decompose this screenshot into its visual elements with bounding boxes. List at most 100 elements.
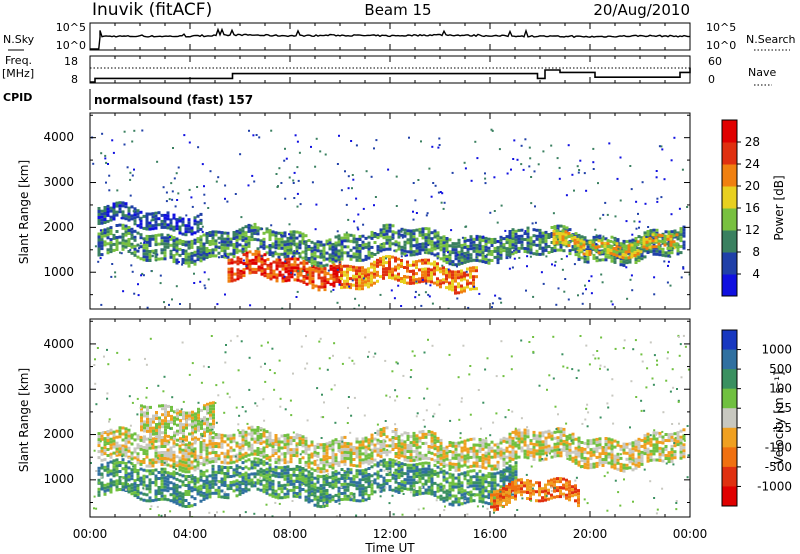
heatmap-cell [245, 254, 249, 258]
heatmap-cell [127, 460, 131, 464]
heatmap-cell [567, 235, 571, 238]
heatmap-cell [447, 268, 450, 271]
heatmap-cell [499, 247, 503, 251]
heatmap-cell [202, 494, 206, 498]
heatmap-cell [343, 441, 347, 445]
heatmap-cell [145, 487, 149, 491]
heatmap-cell [181, 258, 185, 261]
heatmap-cell [370, 451, 374, 455]
heatmap-cell [672, 243, 676, 247]
heatmap-cell [109, 472, 113, 476]
heatmap-cell [188, 141, 191, 144]
heatmap-cell [484, 177, 487, 180]
heatmap-cell [394, 231, 398, 235]
freq-panel-ticks [89, 56, 691, 83]
heatmap-cell [478, 447, 482, 450]
heatmap-cell [139, 479, 143, 483]
heatmap-cell [234, 193, 237, 195]
heatmap-cell [118, 447, 122, 451]
heatmap-cell [181, 463, 185, 467]
heatmap-cell [163, 439, 167, 442]
heatmap-cell [202, 251, 206, 255]
heatmap-cell [670, 159, 673, 162]
heatmap-cell [178, 503, 182, 507]
heatmap-cell [517, 455, 521, 459]
heatmap-cell [136, 249, 140, 253]
heatmap-cell [190, 245, 194, 249]
heatmap-cell [302, 266, 306, 269]
heatmap-cell [124, 439, 128, 443]
heatmap-cell [652, 452, 656, 456]
heatmap-cell [418, 248, 422, 252]
heatmap-cell [544, 239, 548, 243]
heatmap-cell [457, 456, 461, 460]
heatmap-cell [199, 493, 203, 497]
heatmap-cell [425, 282, 428, 285]
heatmap-cell [424, 279, 427, 283]
heatmap-cell [250, 428, 254, 432]
heatmap-cell [154, 211, 158, 215]
heatmap-cell [649, 455, 653, 459]
heatmap-cell [562, 448, 566, 452]
heatmap-cell [256, 432, 260, 435]
heatmap-cell [148, 250, 152, 253]
heatmap-cell [445, 274, 448, 278]
heatmap-cell [159, 282, 162, 285]
heatmap-cell [431, 145, 434, 148]
heatmap-cell [427, 270, 430, 274]
heatmap-cell [484, 466, 488, 470]
heatmap-cell [232, 231, 236, 234]
heatmap-cell [181, 504, 185, 508]
heatmap-cell [640, 245, 644, 249]
heatmap-cell [208, 234, 212, 237]
heatmap-cell [463, 257, 467, 261]
heatmap-cell [310, 443, 314, 447]
power-colorbar [722, 120, 737, 297]
heatmap-cell [157, 454, 161, 458]
heatmap-cell [311, 277, 315, 281]
heatmap-cell [298, 492, 302, 496]
heatmap-cell [334, 235, 338, 239]
heatmap-cell [148, 224, 152, 228]
heatmap-cell [100, 458, 104, 462]
heatmap-cell [394, 428, 398, 431]
heatmap-cell [160, 473, 164, 477]
heatmap-cell [211, 251, 215, 255]
heatmap-cell [124, 239, 128, 243]
heatmap-cell [154, 448, 158, 452]
heatmap-cell [517, 437, 521, 441]
heatmap-cell [127, 206, 131, 210]
heatmap-cell [529, 439, 533, 443]
heatmap-cell [421, 273, 424, 277]
heatmap-cell [160, 219, 164, 223]
heatmap-cell [296, 257, 300, 261]
heatmap-cell [607, 437, 611, 441]
heatmap-cell [406, 250, 410, 254]
heatmap-cell [615, 245, 619, 249]
heatmap-cell [355, 243, 359, 247]
heatmap-cell [550, 144, 553, 147]
heatmap-cell [555, 241, 559, 245]
heatmap-cell [260, 266, 264, 270]
heatmap-cell [247, 479, 251, 483]
heatmap-cell [193, 479, 197, 483]
heatmap-cell [365, 170, 368, 173]
heatmap-cell [567, 241, 571, 244]
heatmap-cell [340, 468, 344, 471]
heatmap-cell [169, 475, 173, 479]
heatmap-cell [151, 469, 155, 473]
heatmap-cell [193, 250, 197, 254]
heatmap-cell [571, 450, 575, 454]
heatmap-cell [103, 234, 107, 238]
heatmap-cell [633, 251, 637, 255]
heatmap-cell [193, 216, 197, 220]
heatmap-cell [481, 453, 485, 457]
heatmap-cell [460, 290, 463, 294]
heatmap-cell [193, 465, 197, 469]
heatmap-cell [367, 273, 370, 277]
heatmap-cell [296, 192, 299, 195]
heatmap-cell [409, 447, 413, 451]
heatmap-cell [625, 266, 628, 269]
heatmap-cell [397, 284, 400, 287]
heatmap-cell [325, 501, 329, 504]
